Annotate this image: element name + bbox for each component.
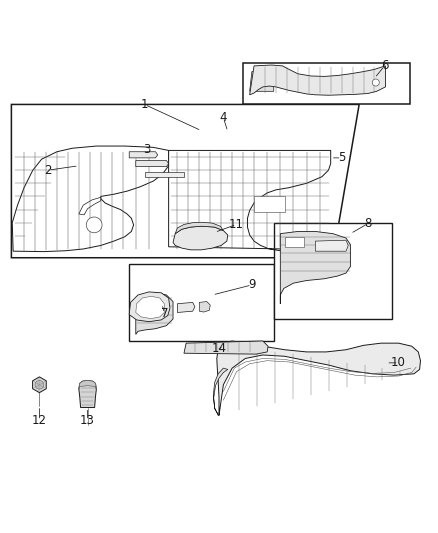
Circle shape (35, 381, 44, 389)
Text: 7: 7 (160, 307, 168, 320)
Text: 2: 2 (44, 164, 52, 176)
Polygon shape (177, 302, 195, 312)
Polygon shape (213, 368, 228, 415)
Text: 8: 8 (364, 217, 371, 230)
Text: 3: 3 (143, 143, 150, 156)
Polygon shape (129, 264, 274, 341)
Text: 11: 11 (229, 218, 244, 231)
Polygon shape (169, 150, 331, 252)
Polygon shape (136, 296, 164, 319)
Polygon shape (217, 341, 420, 415)
Polygon shape (79, 197, 101, 215)
Text: 5: 5 (338, 151, 345, 164)
Polygon shape (79, 381, 96, 389)
Text: 1: 1 (141, 98, 148, 111)
Polygon shape (129, 152, 158, 158)
Polygon shape (12, 146, 169, 252)
Polygon shape (79, 381, 96, 408)
Text: 10: 10 (391, 357, 406, 369)
Polygon shape (250, 65, 385, 95)
Circle shape (372, 79, 379, 86)
Text: 4: 4 (219, 111, 227, 124)
Polygon shape (136, 160, 169, 167)
Text: 12: 12 (32, 414, 47, 427)
Polygon shape (32, 377, 46, 393)
Circle shape (86, 217, 102, 233)
Polygon shape (280, 231, 350, 304)
Polygon shape (243, 63, 410, 104)
Text: 6: 6 (381, 59, 389, 72)
Polygon shape (129, 292, 170, 322)
Polygon shape (250, 69, 274, 91)
Polygon shape (274, 223, 392, 319)
Text: 13: 13 (80, 414, 95, 427)
Polygon shape (315, 240, 348, 251)
Polygon shape (175, 222, 223, 233)
Polygon shape (254, 197, 285, 212)
Polygon shape (136, 293, 173, 334)
Polygon shape (173, 226, 228, 250)
Polygon shape (11, 104, 359, 258)
Polygon shape (184, 341, 268, 354)
Polygon shape (145, 172, 184, 177)
Polygon shape (199, 302, 210, 312)
Text: 9: 9 (248, 278, 256, 292)
Text: 14: 14 (212, 342, 226, 356)
Polygon shape (285, 237, 304, 247)
